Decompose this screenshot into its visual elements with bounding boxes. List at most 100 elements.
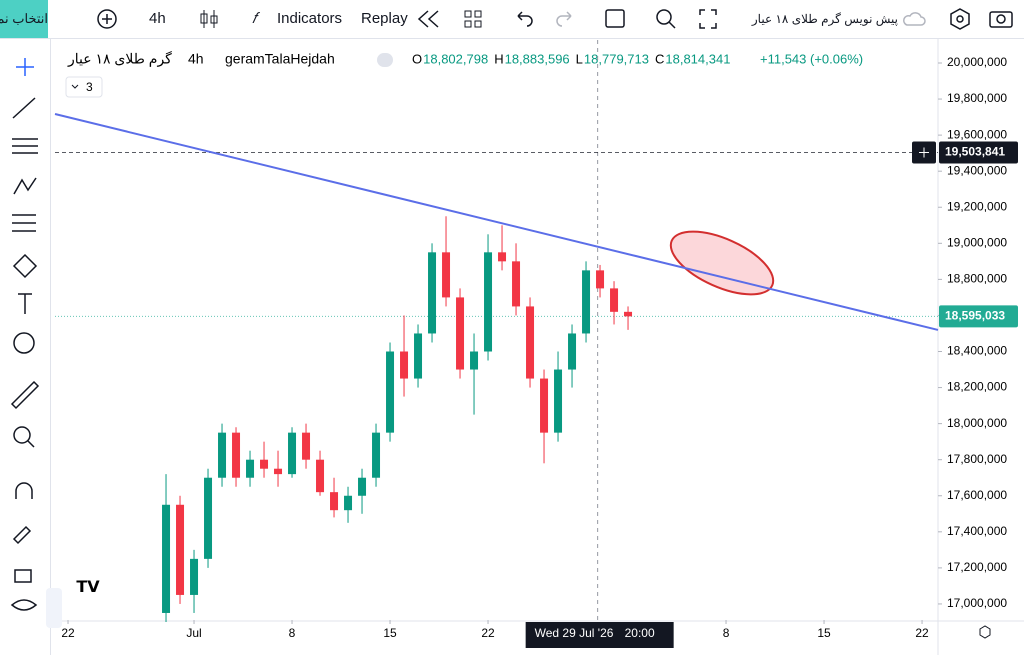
candle-body (540, 378, 549, 433)
candle-body (246, 459, 255, 478)
y-tick-label: 18,400,000 (947, 344, 1007, 358)
price-label-bg (939, 141, 1018, 164)
y-tick-label: 18,800,000 (947, 272, 1007, 286)
candle-body (302, 432, 311, 460)
legend-change: +11,543 (+0.06%) (760, 51, 863, 66)
candle-body (232, 432, 241, 478)
legend-value: 18,779,713 (584, 51, 649, 66)
y-tick-label: 18,000,000 (947, 416, 1007, 430)
candle-body (456, 297, 465, 370)
candle-body (190, 558, 199, 595)
candle-body (470, 351, 479, 370)
candle-body (358, 477, 367, 496)
draft-title: پیش نویس گرم طلای ۱۸ عیار (751, 12, 898, 26)
expand-icon[interactable] (697, 0, 719, 38)
drawing-toolbar (0, 39, 51, 655)
candle-body (162, 504, 171, 613)
drawing-tools (10, 58, 40, 611)
y-tick-label: 17,800,000 (947, 452, 1007, 466)
x-tick-label: 22 (915, 626, 929, 640)
y-tick-label: 19,400,000 (947, 163, 1007, 177)
candle-body (288, 432, 297, 475)
y-tick-label: 19,600,000 (947, 127, 1007, 141)
indicator-count: 3 (86, 80, 93, 94)
x-tick-label: 15 (383, 626, 397, 640)
y-tick-label: 19,200,000 (947, 199, 1007, 213)
chart-type-icon[interactable] (198, 0, 220, 38)
ellipse-drawing[interactable] (662, 219, 782, 308)
candle-body (526, 306, 535, 379)
candle-body (344, 495, 353, 511)
x-tick-label: 22 (61, 626, 75, 640)
cloud-icon (903, 12, 926, 26)
price-label: 19,503,841 (945, 145, 1005, 159)
legend-name: geramTalaHejdah (225, 51, 335, 67)
settings-icon[interactable] (948, 0, 972, 38)
undo-icon[interactable] (512, 0, 534, 38)
y-tick-label: 20,000,000 (947, 55, 1007, 69)
candle-body (274, 468, 283, 475)
candle-body (400, 351, 409, 379)
legend-value: 18,814,341 (665, 51, 730, 66)
y-tick-label: 17,000,000 (947, 596, 1007, 610)
axis-settings-icon[interactable] (979, 625, 991, 639)
symbol-button[interactable]: انتخاب نماد (0, 0, 48, 38)
y-tick-label: 19,800,000 (947, 91, 1007, 105)
candle-body (582, 270, 591, 334)
x-tick-label: 22 (481, 626, 495, 640)
candle-body (442, 252, 451, 298)
collapse-handle[interactable] (46, 588, 62, 628)
crosshair-label-bg (525, 622, 674, 648)
tv-logo: 𝗧𝗩 (76, 579, 100, 596)
eye-toggle[interactable] (377, 53, 393, 67)
legend: گرم طلای ۱۸ عیار 4h geramTalaHejdah +11,… (65, 51, 863, 98)
crosshair-time: 20:00 (625, 626, 655, 640)
search-icon[interactable] (654, 0, 678, 38)
chevron (71, 84, 79, 89)
layout-icon[interactable] (462, 0, 484, 38)
redo-icon[interactable] (555, 0, 577, 38)
replay-icon[interactable] (414, 0, 442, 38)
plot-background (51, 39, 938, 621)
y-tick-label: 17,600,000 (947, 488, 1007, 502)
candle-body (414, 333, 423, 379)
candle-body (372, 432, 381, 478)
indicator-toggle[interactable] (65, 76, 103, 98)
candle-body (428, 252, 437, 334)
candle-body (260, 459, 269, 469)
legend-key: O (412, 51, 422, 66)
replay-button[interactable]: Replay (361, 10, 408, 27)
y-tick-label: 17,400,000 (947, 524, 1007, 538)
candle-body (484, 252, 493, 352)
legend-key: H (494, 51, 503, 66)
legend-value: 18,802,798 (423, 51, 488, 66)
legend-key: L (576, 51, 583, 66)
legend-key: C (655, 51, 664, 66)
interval-button[interactable]: 4h (149, 10, 166, 27)
candle-body (512, 261, 521, 307)
add-symbol-icon[interactable] (94, 0, 120, 38)
indicators-button[interactable]: Indicators (277, 10, 343, 27)
top-toolbar: انتخاب نماد 4h 𝑓 Indicators Replay پیش ن… (0, 0, 1024, 39)
fullscreen-box-icon[interactable] (604, 0, 626, 38)
x-tick-label: 15 (817, 626, 831, 640)
trendline[interactable] (54, 113, 939, 331)
candle-body (204, 477, 213, 559)
candle-body (610, 288, 619, 312)
candle-body (568, 333, 577, 370)
candle-body (330, 492, 339, 511)
candle-body (218, 432, 227, 478)
y-tick-label: 17,200,000 (947, 560, 1007, 574)
symbol-name: گرم طلای ۱۸ عیار (67, 51, 172, 68)
candle-body (316, 459, 325, 493)
crosshair-date: Wed 29 Jul '26 (535, 626, 614, 640)
legend-interval: 4h (188, 51, 204, 67)
candle-body (176, 504, 185, 595)
legend-value: 18,883,596 (505, 51, 570, 66)
camera-icon[interactable] (988, 0, 1014, 38)
candle-body (596, 270, 605, 289)
candle-body (386, 351, 395, 433)
indicators-icon[interactable]: 𝑓 (252, 10, 257, 27)
